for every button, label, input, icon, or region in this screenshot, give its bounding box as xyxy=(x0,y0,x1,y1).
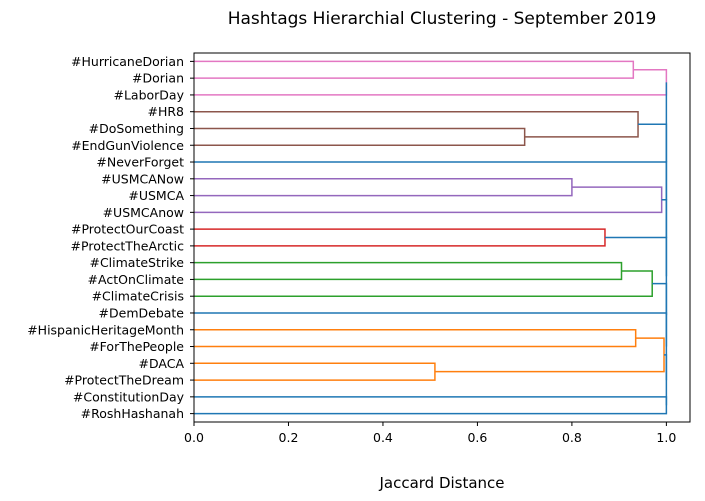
leaf-label: #DemDebate xyxy=(99,305,185,320)
leaf-label: #HispanicHeritageMonth xyxy=(27,322,184,337)
x-tick-label: 0.2 xyxy=(279,430,299,445)
leaf-label: #ProtectTheArctic xyxy=(71,238,185,253)
dendrogram-link xyxy=(194,396,668,415)
x-tick-label: 0.8 xyxy=(562,430,582,445)
dendrogram-link xyxy=(194,69,668,96)
dendrogram-link xyxy=(194,178,573,197)
leaf-label: #EndGunViolence xyxy=(71,138,184,153)
dendrogram-link xyxy=(194,329,637,348)
leaf-label: #ClimateCrisis xyxy=(92,289,184,304)
dendrogram-link xyxy=(194,127,526,146)
leaf-label: #ProtectTheDream xyxy=(64,373,184,388)
dendrogram-link xyxy=(194,110,639,138)
leaf-label: #ForThePeople xyxy=(89,339,184,354)
leaf-label: #DACA xyxy=(139,356,185,371)
leaf-label: #LaborDay xyxy=(113,87,184,102)
leaf-label: #ConstitutionDay xyxy=(73,389,185,404)
dendrogram-link xyxy=(604,236,668,316)
dendrogram-link xyxy=(194,270,653,297)
leaf-label: #USMCA xyxy=(128,188,184,203)
dendrogram-link xyxy=(194,261,623,281)
x-tick-label: 1.0 xyxy=(656,430,676,445)
leaf-label: #USMCANow xyxy=(101,171,184,186)
dendrogram-link xyxy=(434,337,665,373)
dendrogram-link xyxy=(194,362,436,381)
leaf-label: #RoshHashanah xyxy=(81,406,184,421)
dendrogram-link xyxy=(194,186,663,214)
leaf-label: #ProtectOurCoast xyxy=(71,222,184,237)
leaf-label: #Dorian xyxy=(132,71,184,86)
leaf-labels: #HurricaneDorian #Dorian#LaborDay #HR8 #DoS… xyxy=(27,54,194,421)
x-tick-label: 0.6 xyxy=(467,430,487,445)
chart-title: Hashtags Hierarchial Clustering - Septem… xyxy=(228,9,657,29)
leaf-label: #USMCAnow xyxy=(103,205,184,220)
dendrogram-link xyxy=(652,282,668,347)
x-tick-label: 0.4 xyxy=(373,430,393,445)
leaf-label: #ActOnClimate xyxy=(88,272,185,287)
dendrogram-link xyxy=(194,60,635,79)
x-tick-label: 0.0 xyxy=(184,430,204,445)
leaf-label: #NeverForget xyxy=(96,155,184,170)
leaf-label: #ClimateStrike xyxy=(89,255,184,270)
leaf-label: #HR8 xyxy=(147,104,184,119)
dendrogram-links xyxy=(194,60,668,415)
plot-frame xyxy=(193,52,691,423)
leaf-label: #DoSomething xyxy=(89,121,184,136)
leaf-label: #HurricaneDorian xyxy=(71,54,184,69)
x-axis: 0.0 0.2 0.4 0.6 0.8 1.0 xyxy=(184,422,676,445)
dendrogram-link xyxy=(194,228,606,247)
dendrogram-link xyxy=(194,161,668,239)
x-axis-label: Jaccard Distance xyxy=(378,474,504,492)
